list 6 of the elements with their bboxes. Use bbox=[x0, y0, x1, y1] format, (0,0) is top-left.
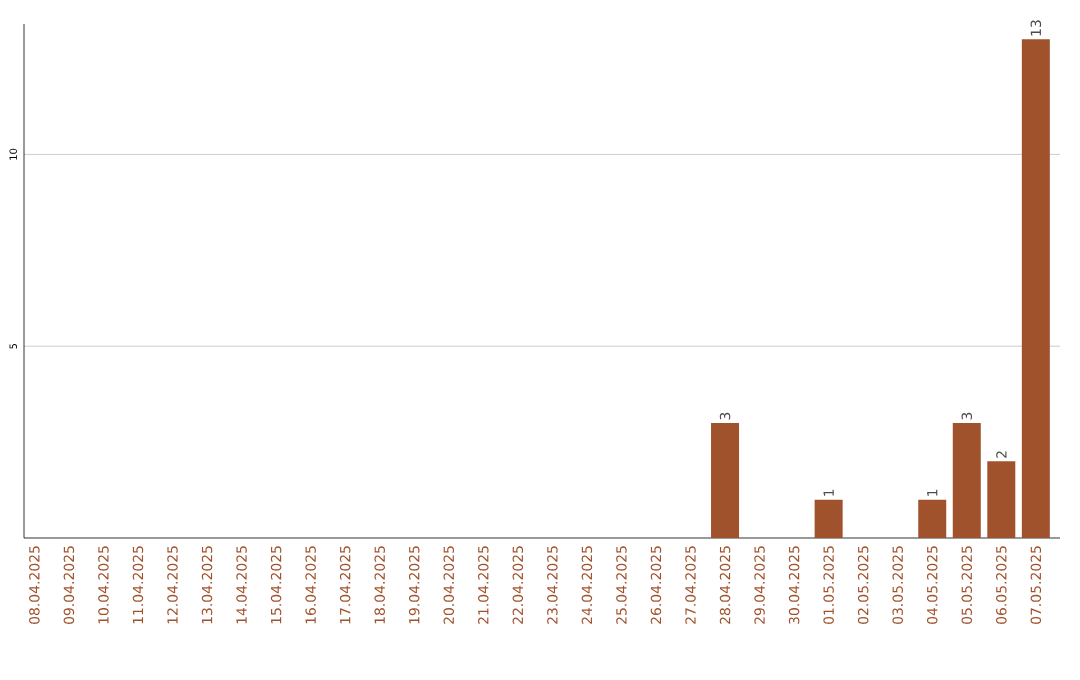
bar bbox=[918, 499, 947, 538]
bar bbox=[1021, 39, 1050, 538]
bar bbox=[711, 422, 740, 538]
bar bbox=[814, 499, 843, 538]
bar bbox=[987, 461, 1016, 538]
bar bbox=[952, 422, 981, 538]
